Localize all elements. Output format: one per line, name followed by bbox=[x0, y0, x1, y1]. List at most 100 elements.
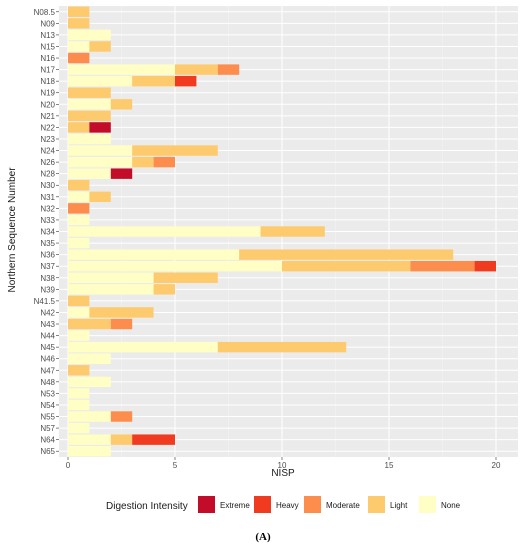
bar-segment-none bbox=[68, 376, 111, 388]
y-tick-label: N32 bbox=[40, 204, 55, 213]
bar-segment-light bbox=[68, 87, 111, 98]
y-tick-label: N38 bbox=[40, 274, 55, 283]
y-tick-label: N24 bbox=[40, 147, 55, 156]
bar-segment-light bbox=[110, 99, 133, 110]
bar-segment-light bbox=[132, 145, 218, 156]
bar-segment-none bbox=[68, 353, 111, 364]
bar-segment-light bbox=[175, 64, 218, 75]
y-tick-label: N21 bbox=[40, 112, 55, 121]
bar-segment-none bbox=[68, 156, 133, 168]
bar-segment-extreme bbox=[110, 168, 133, 179]
legend-label-moderate: Moderate bbox=[326, 501, 360, 510]
y-tick-label: N65 bbox=[40, 447, 55, 456]
bar-segment-light bbox=[132, 156, 154, 168]
y-tick-labels: N08.5 N09 N13 N15 N16 N17 N18 N19 N20 N21 N22 N23 N2… bbox=[34, 8, 59, 456]
y-tick-label: N16 bbox=[40, 54, 55, 63]
y-tick-label: N30 bbox=[40, 181, 55, 190]
y-tick-label: N37 bbox=[40, 262, 55, 271]
x-tick-labels: 0 5 10 15 20 bbox=[66, 457, 501, 470]
bar-segment-moderate bbox=[217, 64, 240, 75]
legend-key-none bbox=[419, 496, 436, 513]
y-axis-title: Northern Sequence Number bbox=[7, 167, 18, 293]
legend-label-heavy: Heavy bbox=[276, 501, 299, 510]
legend-label-none: None bbox=[441, 501, 461, 510]
bar-segment-moderate bbox=[110, 411, 133, 422]
y-tick-label: N47 bbox=[40, 366, 55, 375]
bar-segment-moderate bbox=[410, 260, 475, 272]
y-tick-label: N46 bbox=[40, 355, 55, 364]
bar-segment-light bbox=[217, 341, 347, 353]
bar-segment-light bbox=[239, 249, 454, 260]
bar-segment-none bbox=[68, 411, 111, 422]
bar-segment-none bbox=[68, 226, 261, 237]
legend-key-light bbox=[368, 496, 385, 513]
bar-segment-none bbox=[68, 64, 175, 75]
y-tick-label: N48 bbox=[40, 378, 55, 387]
legend-title: Digestion Intensity bbox=[106, 501, 188, 512]
y-tick-label: N36 bbox=[40, 251, 55, 260]
bar-segment-light bbox=[89, 307, 154, 318]
y-tick-label: N31 bbox=[40, 193, 55, 202]
bar-segment-light bbox=[153, 272, 218, 283]
y-tick-label: N33 bbox=[40, 216, 55, 225]
bar-segment-light bbox=[282, 260, 411, 272]
y-tick-label: N26 bbox=[40, 158, 55, 167]
y-tick-label: N13 bbox=[40, 31, 55, 40]
bar-segment-none bbox=[68, 330, 90, 341]
y-tick-label: N35 bbox=[40, 239, 55, 248]
bar-segment-heavy bbox=[175, 75, 197, 87]
y-tick-label: N44 bbox=[40, 332, 55, 341]
bar-segment-none bbox=[68, 29, 111, 41]
y-tick-label: N53 bbox=[40, 389, 55, 398]
y-tick-label: N34 bbox=[40, 228, 55, 237]
bar-segment-none bbox=[68, 341, 218, 353]
y-tick-label: N09 bbox=[40, 19, 55, 28]
y-tick-label: N54 bbox=[40, 401, 55, 410]
y-tick-label: N18 bbox=[40, 77, 55, 86]
legend-label-light: Light bbox=[390, 501, 408, 510]
y-tick-label: N45 bbox=[40, 343, 55, 352]
y-tick-label: N41.5 bbox=[34, 297, 56, 306]
bar-segment-light bbox=[68, 318, 111, 330]
x-tick-label: 0 bbox=[66, 461, 71, 470]
legend-key-heavy bbox=[254, 496, 271, 513]
bar-segment-none bbox=[68, 284, 154, 295]
stacked-bars bbox=[68, 6, 496, 457]
y-tick-label: N42 bbox=[40, 308, 55, 317]
x-tick-label: 10 bbox=[278, 461, 287, 470]
bar-segment-none bbox=[68, 237, 90, 249]
legend-label-extreme: Extreme bbox=[220, 501, 250, 510]
legend-key-moderate bbox=[304, 496, 321, 513]
bar-segment-none bbox=[68, 75, 133, 87]
bar-segment-light bbox=[68, 18, 90, 29]
y-tick-label: N17 bbox=[40, 66, 55, 75]
bar-segment-none bbox=[68, 41, 90, 52]
bar-segment-none bbox=[68, 260, 282, 272]
bar-segment-light bbox=[68, 110, 111, 122]
y-tick-label: N22 bbox=[40, 123, 55, 132]
y-tick-label: N57 bbox=[40, 424, 55, 433]
bar-segment-light bbox=[110, 434, 133, 445]
bar-segment-none bbox=[68, 133, 111, 145]
y-tick-label: N64 bbox=[40, 436, 55, 445]
bar-segment-moderate bbox=[68, 52, 90, 64]
bar-segment-light bbox=[132, 75, 175, 87]
legend: Digestion Intensity Extreme Heavy Moderate… bbox=[106, 496, 461, 513]
panel-label: (A) bbox=[255, 531, 271, 543]
bar-segment-none bbox=[68, 388, 90, 399]
bar-segment-moderate bbox=[153, 156, 175, 168]
bar-segment-light bbox=[89, 41, 111, 52]
bar-segment-none bbox=[68, 446, 111, 457]
bar-segment-none bbox=[68, 249, 240, 260]
bar-segment-none bbox=[68, 272, 154, 283]
bar-segment-light bbox=[260, 226, 325, 237]
bar-segment-light bbox=[68, 6, 90, 17]
bar-segment-none bbox=[68, 434, 111, 445]
bar-segment-light bbox=[89, 191, 111, 203]
bar-segment-heavy bbox=[132, 434, 175, 445]
bar-segment-none bbox=[68, 307, 90, 318]
bar-segment-none bbox=[68, 145, 133, 156]
bar-segment-extreme bbox=[89, 122, 111, 133]
y-tick-label: N15 bbox=[40, 42, 55, 51]
